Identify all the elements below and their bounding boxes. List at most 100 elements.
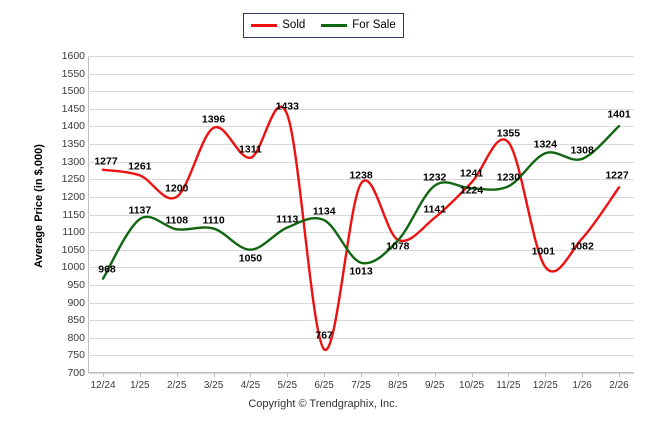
x-tick-label: 5/25 — [277, 380, 298, 391]
legend-label-sold: Sold — [282, 18, 306, 31]
y-tick-label: 1300 — [61, 155, 85, 168]
gridline — [88, 56, 634, 57]
point-label: 1396 — [201, 113, 226, 126]
point-label: 1227 — [605, 169, 629, 182]
y-tick-label: 800 — [67, 331, 85, 344]
legend-entry-for-sale[interactable]: For Sale — [321, 18, 396, 32]
x-tick-label: 1/25 — [130, 380, 150, 391]
x-axis-line — [88, 372, 634, 373]
y-tick-label: 1600 — [61, 50, 85, 62]
x-tick — [397, 373, 399, 377]
x-tick — [361, 373, 362, 377]
x-tick — [508, 373, 510, 377]
point-label: 1241 — [459, 167, 484, 180]
y-tick-label: 1000 — [61, 261, 85, 274]
point-label: 1324 — [533, 138, 557, 151]
x-tick — [434, 373, 436, 377]
x-tick-label: 3/25 — [203, 380, 224, 391]
x-tick-label: 6/25 — [314, 380, 334, 391]
series-line-for-sale — [101, 124, 621, 280]
point-label: 1082 — [570, 240, 594, 253]
gridline — [88, 232, 634, 234]
gridline — [88, 179, 634, 181]
y-tick-label: 1500 — [61, 85, 85, 98]
point-label: 1141 — [423, 203, 447, 216]
x-tick — [103, 373, 104, 377]
chart-legend: Sold For Sale — [243, 13, 404, 38]
point-label: 1355 — [496, 127, 521, 140]
point-label: 1232 — [423, 171, 447, 184]
legend-label-for-sale: For Sale — [352, 18, 396, 31]
point-label: 1001 — [531, 245, 555, 258]
y-tick-label: 700 — [67, 367, 85, 379]
x-tick — [324, 373, 326, 377]
point-label: 1137 — [128, 204, 152, 217]
x-tick-label: 2/25 — [166, 380, 187, 391]
plot-area: 700 750 800 850 900 950 1000 1050 1100 1150 1200 12… — [62, 50, 634, 379]
y-tick-label: 1050 — [61, 243, 85, 256]
y-tick-label: 950 — [67, 278, 85, 291]
point-label: 1200 — [165, 182, 189, 195]
point-label: 767 — [315, 329, 333, 342]
y-axis-title: Average Price (in $,000) — [33, 144, 45, 268]
point-label: 1308 — [570, 144, 594, 157]
point-label: 1311 — [239, 143, 262, 156]
y-tick-label: 1100 — [62, 226, 85, 239]
y-tick-label: 1250 — [61, 173, 85, 186]
gridline — [88, 108, 634, 110]
series-line-sold — [101, 105, 621, 351]
copyright-footer: Copyright © Trendgraphix, Inc. — [248, 398, 398, 410]
gridline — [88, 249, 634, 251]
x-tick-label: 4/25 — [240, 380, 261, 391]
point-label: 1134 — [312, 205, 336, 218]
point-label: 1113 — [276, 213, 299, 226]
x-tick — [139, 373, 141, 377]
gridline — [88, 196, 634, 198]
y-tick-label: 1550 — [61, 67, 85, 80]
y-tick-label: 1200 — [61, 190, 85, 203]
gridline — [88, 337, 634, 339]
y-tick-label: 750 — [67, 349, 85, 362]
point-label: 1433 — [275, 100, 299, 113]
x-axis-labels: 12/24 1/25 2/25 3/25 4/25 5/25 6/25 7/25 8/25 9/2… — [88, 373, 634, 395]
x-tick-label: 7/25 — [351, 380, 371, 391]
point-label: 1050 — [238, 252, 263, 265]
point-label: 1401 — [607, 108, 631, 121]
point-label: 1230 — [496, 171, 521, 184]
gridline — [88, 302, 634, 304]
gridline — [88, 320, 634, 322]
x-tick-label: 12/25 — [532, 380, 558, 391]
legend-entry-sold[interactable]: Sold — [251, 18, 306, 32]
point-label: 1108 — [165, 214, 189, 227]
point-label: 1261 — [128, 160, 152, 173]
gridline — [88, 267, 634, 269]
x-tick-label: 8/25 — [388, 380, 408, 391]
y-tick-label: 1400 — [61, 120, 85, 133]
point-label: 1013 — [349, 265, 373, 278]
legend-swatch-sold — [251, 24, 278, 27]
point-label: 1224 — [459, 184, 484, 197]
x-tick-label: 1/26 — [572, 380, 592, 391]
gridline — [88, 355, 634, 357]
point-label: 1277 — [94, 155, 118, 168]
x-tick — [176, 373, 178, 377]
gridline — [88, 161, 634, 163]
x-tick-label: 10/25 — [459, 380, 485, 391]
gridline — [88, 126, 634, 128]
y-tick-label: 1450 — [61, 102, 85, 115]
x-tick — [471, 373, 473, 377]
series-lines — [101, 105, 621, 351]
point-label: 1078 — [386, 240, 410, 253]
x-tick-label: 11/25 — [496, 380, 521, 391]
point-label: 1110 — [202, 214, 225, 227]
point-label: 968 — [98, 263, 116, 276]
gridline — [88, 144, 634, 146]
x-tick — [213, 373, 215, 377]
x-tick — [250, 373, 252, 377]
x-tick — [619, 373, 620, 377]
point-label: 1238 — [349, 169, 373, 181]
x-tick-label: 12/24 — [90, 380, 116, 391]
y-tick-label: 1350 — [61, 138, 85, 151]
x-tick-label: 9/25 — [424, 380, 445, 391]
x-tick — [582, 373, 584, 377]
